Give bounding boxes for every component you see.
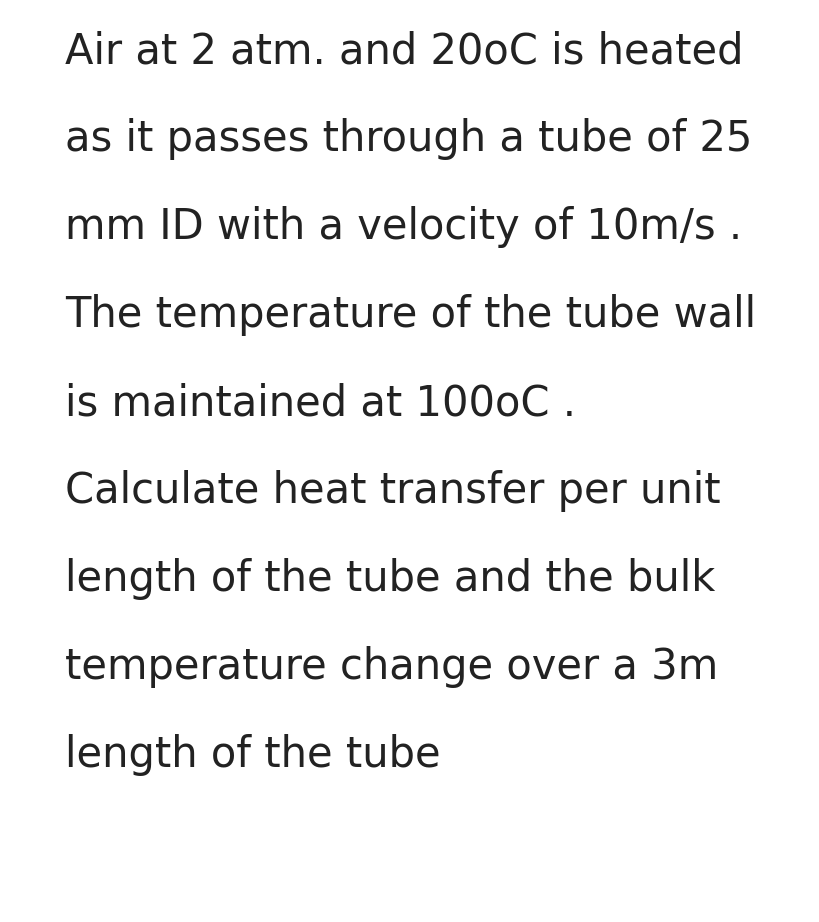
Text: as it passes through a tube of 25: as it passes through a tube of 25 — [65, 118, 752, 160]
Text: Calculate heat transfer per unit: Calculate heat transfer per unit — [65, 470, 720, 512]
Text: mm ID with a velocity of 10m/s .: mm ID with a velocity of 10m/s . — [65, 206, 741, 248]
Text: temperature change over a 3m: temperature change over a 3m — [65, 646, 717, 688]
Text: is maintained at 100oC .: is maintained at 100oC . — [65, 382, 575, 424]
Text: length of the tube and the bulk: length of the tube and the bulk — [65, 558, 714, 600]
Text: The temperature of the tube wall: The temperature of the tube wall — [65, 294, 755, 336]
Text: Air at 2 atm. and 20oC is heated: Air at 2 atm. and 20oC is heated — [65, 30, 743, 72]
Text: length of the tube: length of the tube — [65, 734, 440, 776]
